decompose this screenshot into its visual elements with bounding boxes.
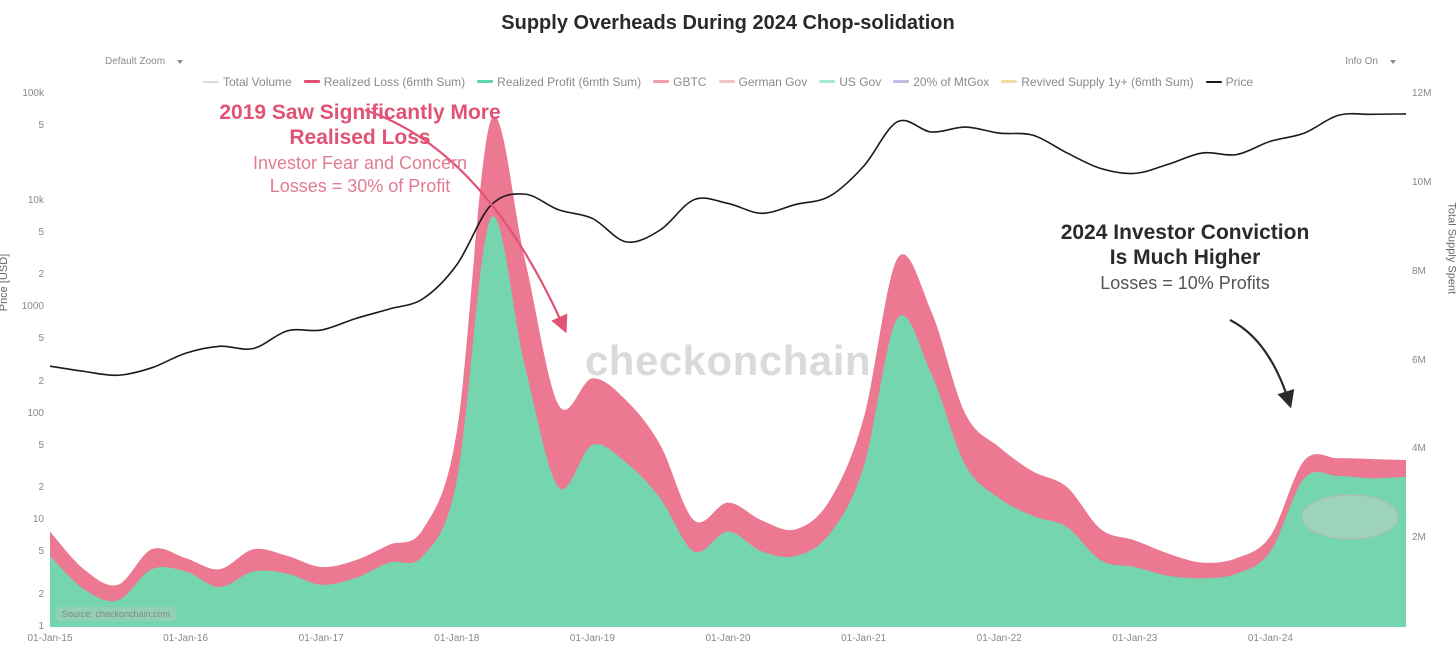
legend-item[interactable]: GBTC: [653, 75, 706, 89]
legend-swatch: [819, 80, 835, 83]
info-label: Info On: [1345, 56, 1378, 67]
y-tick-left: 10k: [28, 196, 44, 206]
chevron-down-icon: [177, 60, 183, 64]
y-tick-left: 5: [38, 121, 44, 131]
legend-swatch: [719, 80, 735, 83]
y-tick-right: 2M: [1412, 533, 1426, 543]
y-tick-right: 10M: [1412, 178, 1431, 188]
x-tick: 01-Jan-24: [1248, 633, 1293, 644]
legend-swatch: [203, 81, 219, 83]
y-tick-left: 10: [33, 515, 44, 525]
x-tick: 01-Jan-21: [841, 633, 886, 644]
y-tick-right: 8M: [1412, 267, 1426, 277]
y-tick-right: 12M: [1412, 89, 1431, 99]
x-tick: 01-Jan-16: [163, 633, 208, 644]
legend-label: GBTC: [673, 75, 706, 89]
y-axis-right: 2M4M6M8M10M12M: [1406, 94, 1456, 627]
x-tick: 01-Jan-15: [27, 633, 72, 644]
y-tick-left: 100k: [22, 89, 44, 99]
legend-label: 20% of MtGox: [913, 75, 989, 89]
y-tick-left: 2: [38, 590, 44, 600]
legend-item[interactable]: German Gov: [719, 75, 808, 89]
y-tick-right: 4M: [1412, 444, 1426, 454]
source-badge: Source: checkonchain.com: [56, 607, 176, 621]
x-tick: 01-Jan-23: [1112, 633, 1157, 644]
y-tick-left: 2: [38, 377, 44, 387]
legend-item[interactable]: Revived Supply 1y+ (6mth Sum): [1001, 75, 1193, 89]
legend-item[interactable]: Price: [1206, 75, 1253, 89]
annotation-2019-arrow: [365, 110, 565, 330]
y-tick-left: 2: [38, 483, 44, 493]
y-tick-left: 1: [38, 622, 44, 632]
y-tick-left: 5: [38, 334, 44, 344]
legend-label: Price: [1226, 75, 1253, 89]
info-dropdown[interactable]: Info On: [1345, 56, 1396, 67]
x-tick: 01-Jan-17: [299, 633, 344, 644]
y-tick-left: 100: [27, 409, 44, 419]
legend-item[interactable]: Realized Profit (6mth Sum): [477, 75, 641, 89]
legend-item[interactable]: US Gov: [819, 75, 881, 89]
highlight-ellipse: [1302, 495, 1398, 539]
legend-swatch: [893, 80, 909, 83]
y-tick-left: 5: [38, 228, 44, 238]
zoom-dropdown[interactable]: Default Zoom: [105, 56, 183, 67]
legend-swatch: [304, 80, 320, 83]
legend-label: Total Volume: [223, 75, 292, 89]
y-tick-left: 5: [38, 441, 44, 451]
annotation-2024-arrow: [1230, 320, 1290, 405]
plot-svg: [50, 94, 1406, 627]
plot-area: checkonchain Source: checkonchain.com: [50, 94, 1406, 627]
legend-label: German Gov: [739, 75, 808, 89]
legend-item[interactable]: 20% of MtGox: [893, 75, 989, 89]
legend-item[interactable]: Total Volume: [203, 75, 292, 89]
y-tick-left: 2: [38, 270, 44, 280]
zoom-label: Default Zoom: [105, 56, 165, 67]
chevron-down-icon: [1390, 60, 1396, 64]
legend: Total Volume Realized Loss (6mth Sum) Real…: [0, 72, 1456, 89]
y-axis-left: 12510251002510002510k5100k: [0, 94, 50, 627]
x-tick: 01-Jan-22: [977, 633, 1022, 644]
legend-label: US Gov: [839, 75, 881, 89]
legend-swatch: [477, 80, 493, 83]
y-tick-left: 5: [38, 547, 44, 557]
price-line: [50, 114, 1406, 376]
legend-label: Realized Profit (6mth Sum): [497, 75, 641, 89]
legend-swatch: [653, 80, 669, 83]
x-tick: 01-Jan-18: [434, 633, 479, 644]
legend-swatch: [1206, 81, 1222, 83]
legend-label: Revived Supply 1y+ (6mth Sum): [1021, 75, 1193, 89]
legend-label: Realized Loss (6mth Sum): [324, 75, 465, 89]
legend-item[interactable]: Realized Loss (6mth Sum): [304, 75, 465, 89]
chart-container: Supply Overheads During 2024 Chop-solida…: [0, 0, 1456, 667]
y-tick-right: 6M: [1412, 356, 1426, 366]
x-tick: 01-Jan-20: [705, 633, 750, 644]
chart-title: Supply Overheads During 2024 Chop-solida…: [0, 12, 1456, 35]
x-tick: 01-Jan-19: [570, 633, 615, 644]
y-tick-left: 1000: [22, 302, 44, 312]
x-axis: 01-Jan-1501-Jan-1601-Jan-1701-Jan-1801-J…: [50, 633, 1406, 653]
legend-swatch: [1001, 80, 1017, 83]
